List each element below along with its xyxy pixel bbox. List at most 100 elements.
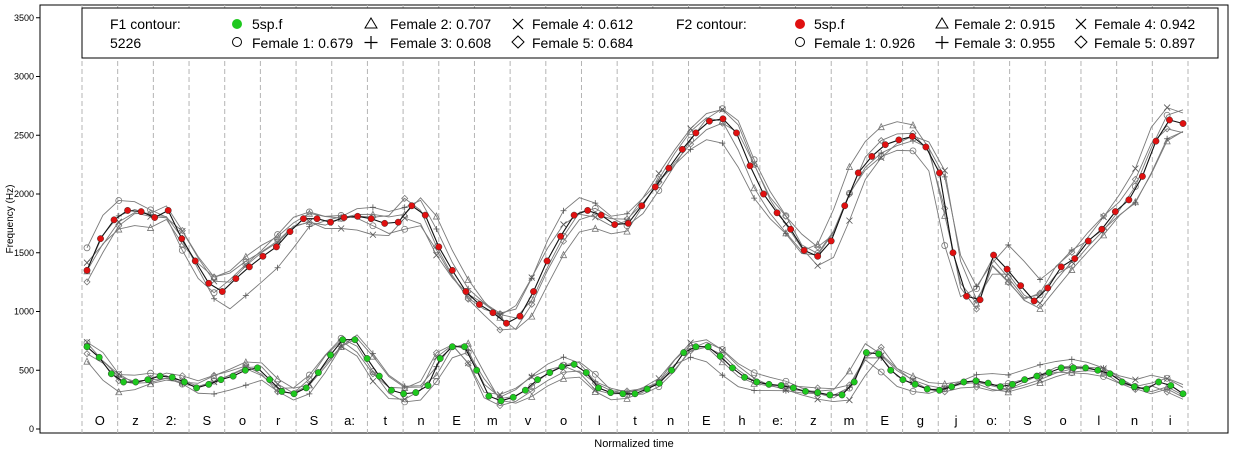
data-point [475, 301, 483, 308]
segment-label: S [203, 413, 212, 428]
ghost-marker [941, 173, 948, 180]
data-point [719, 115, 727, 123]
legend-f1-female1-marker [232, 37, 242, 47]
data-point [448, 343, 456, 351]
data-point [290, 390, 298, 398]
series-line [86, 118, 1184, 324]
ghost-marker [115, 370, 123, 378]
ghost-marker [83, 278, 91, 286]
legend-f2-female5-marker [1074, 35, 1088, 49]
segment-label: O [95, 413, 105, 428]
data-point [746, 162, 754, 170]
data-point [1070, 364, 1077, 372]
segment-label: v [525, 413, 532, 428]
data-point [1143, 385, 1150, 393]
ghost-marker [687, 354, 694, 361]
segment-label: o [560, 413, 567, 428]
ghost-marker [496, 391, 504, 398]
ghost-marker [528, 373, 536, 381]
ghost-marker [211, 390, 218, 397]
segment-label: h [738, 413, 745, 428]
ghost-marker [115, 387, 123, 396]
data-point [800, 246, 808, 254]
ghost-marker [687, 140, 695, 148]
ghost-marker [909, 147, 917, 155]
data-point [1057, 364, 1065, 372]
data-point [1111, 208, 1119, 216]
data-point [949, 249, 957, 257]
ghost-marker [845, 190, 854, 198]
data-point [218, 288, 226, 295]
data-point [339, 336, 347, 344]
segment-label: E [702, 413, 711, 428]
data-point [887, 366, 895, 374]
data-point [1155, 378, 1163, 386]
segment-label: m [844, 413, 855, 428]
data-point [678, 145, 686, 153]
ghost-marker [178, 227, 186, 235]
ghost-marker [528, 274, 536, 281]
ghost-marker [401, 194, 409, 202]
data-point [570, 211, 578, 219]
data-point [570, 360, 578, 368]
data-point [354, 212, 362, 220]
data-point [963, 292, 970, 300]
ghost-marker [909, 387, 917, 395]
segment-label: n [417, 413, 424, 428]
ghost-marker [559, 374, 568, 382]
data-point [1017, 282, 1025, 290]
ghost-marker [845, 367, 854, 375]
ghost-marker [718, 346, 726, 353]
ghost-marker [528, 383, 536, 390]
data-point [692, 343, 700, 351]
data-point [245, 263, 253, 271]
ghost-marker [1163, 375, 1171, 382]
ghost-marker [369, 204, 376, 211]
y-axis: 0 500 1000 1500 2000 2500 3000 3500 [14, 13, 40, 434]
ghost-marker [496, 402, 504, 410]
segment-label: E [452, 413, 461, 428]
data-point [1152, 137, 1160, 145]
ghost-marker [305, 208, 313, 216]
data-point [619, 390, 627, 398]
ghost-marker [433, 251, 440, 259]
data-point [868, 152, 876, 160]
data-point [668, 366, 675, 374]
data-point [254, 364, 261, 372]
ghost-marker [1132, 376, 1139, 384]
ghost-marker [718, 105, 726, 113]
legend-box [81, 7, 1219, 59]
legend-f1-5spf: 5sp.f [252, 16, 282, 32]
data-point [631, 390, 639, 398]
ghost-marker [719, 372, 726, 379]
ghost-marker [972, 305, 981, 313]
ghost-marker [273, 232, 282, 240]
data-point [546, 369, 554, 376]
ghost-marker [591, 224, 599, 232]
ghost-marker [83, 357, 91, 365]
data-point [327, 218, 334, 226]
data-point [990, 251, 997, 259]
ghost-marker [877, 343, 885, 351]
data-point [1030, 297, 1038, 305]
data-point [557, 232, 564, 240]
legend-f1-female5: Female 5: 0.684 [532, 35, 633, 51]
ghost-marker [401, 210, 409, 218]
data-point [558, 363, 566, 371]
ghost-marker [528, 387, 536, 395]
segment-label: r [276, 413, 281, 428]
legend-f2-female3: Female 3: 0.955 [954, 35, 1055, 51]
legend-f2-female3-marker [935, 36, 949, 49]
legend-f2-female4-marker [1075, 18, 1087, 30]
data-point [1003, 265, 1011, 273]
ghost-marker [655, 178, 663, 186]
ghost-marker [560, 221, 567, 228]
data-point [1179, 390, 1187, 398]
data-point [850, 378, 858, 386]
data-point [1082, 364, 1089, 372]
legend-f2-5spf: 5sp.f [814, 16, 844, 32]
data-point [899, 376, 907, 384]
y-axis-label: Frequency (Hz) [5, 185, 16, 254]
segment-label: S [1023, 413, 1032, 428]
